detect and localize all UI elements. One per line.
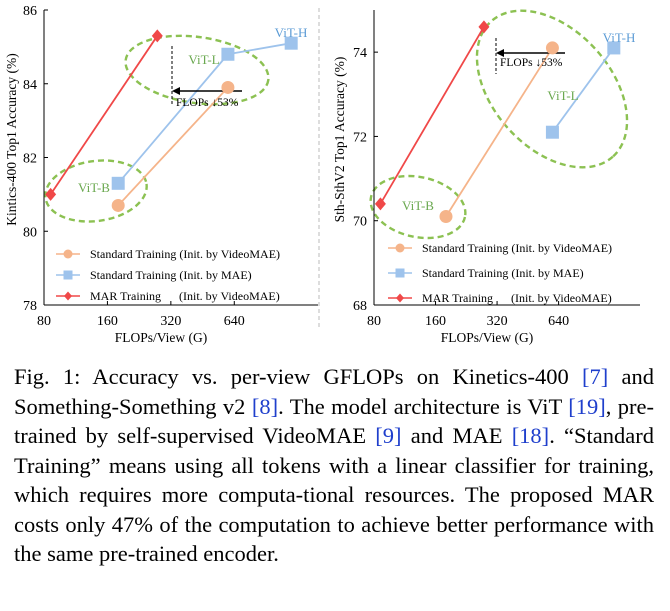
data-point-circle	[221, 80, 235, 94]
legend-label: Standard Training (Init. by MAE)	[422, 266, 584, 280]
caption-text-2: . The model architecture is ViT	[278, 393, 569, 419]
reference-link-8[interactable]: [8]	[251, 393, 279, 419]
legend-marker-diamond	[64, 291, 72, 301]
flops-reduction-label: FLOPs ↓53%	[176, 97, 239, 109]
y-tick-label: 72	[353, 130, 367, 145]
x-tick-label: 320	[487, 314, 508, 329]
legend-marker-circle	[63, 249, 73, 259]
caption-lead: Fig. 1: Accuracy vs. per-view GFLOPs on …	[14, 364, 582, 389]
legend-marker-diamond	[396, 293, 404, 303]
x-tick-label: 640	[224, 314, 245, 329]
model-size-label: ViT-H	[603, 30, 636, 45]
data-point-diamond	[45, 187, 57, 201]
y-tick-label: 68	[353, 299, 367, 314]
data-point-circle	[545, 41, 559, 55]
legend-marker-circle	[395, 243, 405, 253]
y-tick-label: 82	[23, 152, 37, 167]
data-point-square	[284, 36, 298, 50]
flops-arrow-head	[496, 49, 504, 57]
data-point-diamond	[374, 197, 386, 211]
reference-link-18[interactable]: [18]	[511, 423, 550, 448]
figure-caption: Fig. 1: Accuracy vs. per-view GFLOPs on …	[14, 362, 654, 569]
reference-link-9[interactable]: [9]	[375, 423, 402, 448]
data-point-diamond	[478, 20, 490, 34]
legend-label: MAR Training (Init. by VideoMAE)	[90, 289, 280, 303]
y-tick-label: 70	[353, 215, 367, 230]
reference-link-19[interactable]: [19]	[568, 393, 606, 419]
group-ellipse-vit-b	[369, 174, 467, 240]
series-line	[379, 26, 485, 205]
caption-text-5: . “Standard Training” means using all to…	[14, 423, 654, 566]
model-size-label: ViT-B	[78, 180, 110, 195]
x-tick-label: 320	[160, 314, 181, 329]
data-point-circle	[439, 210, 453, 223]
group-ellipse-vit-l	[475, 9, 629, 169]
flops-arrow-head	[172, 87, 180, 95]
data-point-circle	[111, 198, 125, 212]
data-point-square	[607, 41, 621, 55]
data-point-square	[111, 176, 125, 190]
y-tick-label: 80	[23, 225, 37, 240]
caption-text-1: and Something-Something v2	[14, 364, 654, 419]
model-size-label: ViT-B	[402, 198, 434, 213]
model-size-label: ViT-L	[188, 52, 219, 67]
x-tick-label: 160	[425, 314, 446, 329]
y-tick-label: 74	[353, 46, 367, 61]
y-tick-label: 84	[23, 78, 37, 93]
series-line	[551, 47, 615, 133]
group-ellipse-vit-b	[44, 159, 148, 223]
caption-text-3: , pre-trained by self-supervised VideoMA…	[14, 393, 654, 449]
legend-marker-square	[395, 268, 405, 278]
x-axis-label: FLOPs/View (G)	[441, 330, 534, 345]
series-line	[445, 47, 554, 217]
y-axis-label: Kintics-400 Top1 Accuracy (%)	[4, 53, 19, 225]
group-ellipse-vit-l	[124, 34, 270, 106]
model-size-label: ViT-H	[275, 25, 308, 40]
x-axis-label: FLOPs/View (G)	[115, 330, 208, 345]
x-tick-label: 160	[97, 314, 118, 329]
chart-sthsthv2: 68 70 72 74 80 160 320 640 FLOPs/View (G) Sth-Sth…	[332, 9, 640, 345]
legend-label: MAR Training (Init. by VideoMAE)	[422, 291, 612, 305]
y-tick-label: 86	[23, 4, 37, 19]
caption-text-4: and MAE	[401, 423, 512, 448]
x-tick-label: 640	[548, 314, 569, 329]
reference-link-7[interactable]: [7]	[582, 364, 609, 389]
data-point-square	[221, 47, 235, 61]
series-line	[49, 35, 159, 195]
model-size-label: ViT-L	[547, 88, 578, 103]
data-point-square	[545, 125, 559, 139]
flops-reduction-label: FLOPs ↓53%	[500, 57, 563, 69]
x-tick-label: 80	[37, 314, 51, 329]
x-tick-label: 80	[367, 314, 381, 329]
series-line	[117, 86, 229, 207]
legend-label: Standard Training (Init. by VideoMAE)	[422, 241, 612, 255]
y-axis-label: Sth-SthV2 Top1 Accuracy (%)	[332, 57, 347, 223]
legend-marker-square	[63, 270, 73, 280]
legend-label: Standard Training (Init. by MAE)	[90, 268, 252, 282]
y-tick-label: 78	[23, 299, 37, 314]
data-point-diamond	[151, 29, 163, 43]
legend-label: Standard Training (Init. by VideoMAE)	[90, 247, 280, 261]
